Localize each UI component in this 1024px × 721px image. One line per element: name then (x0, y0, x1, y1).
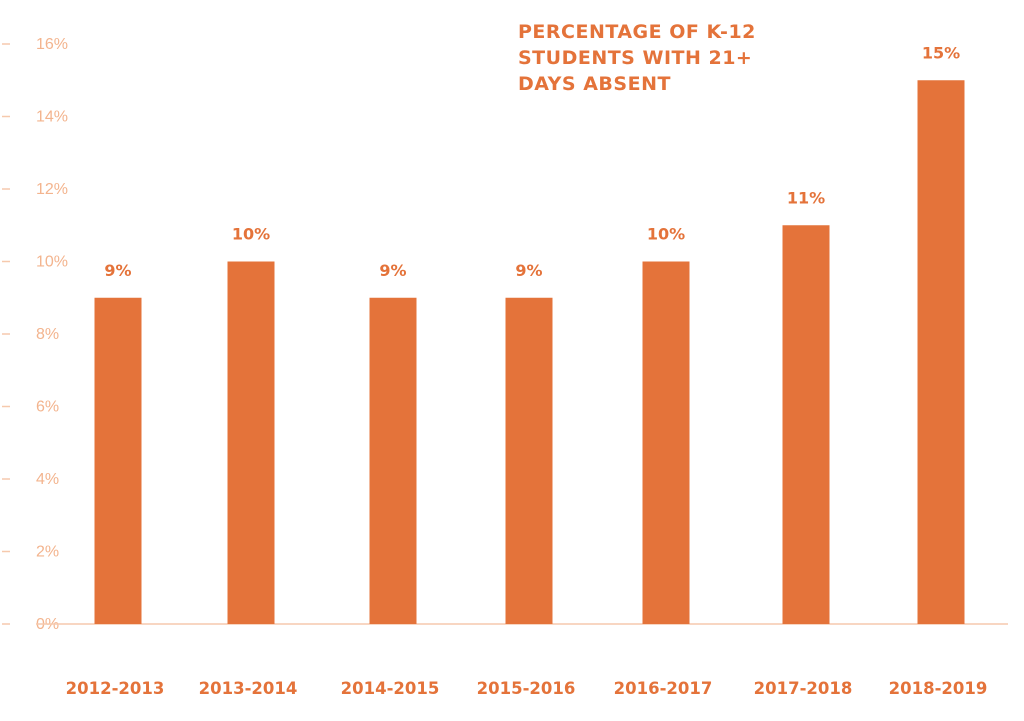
x-category-label: 2016-2017 (614, 679, 713, 698)
bar-2018-2019 (917, 80, 965, 624)
x-category-label: 2018-2019 (889, 679, 988, 698)
data-label: 11% (787, 188, 825, 207)
data-label: 10% (232, 225, 270, 244)
data-label: 9% (379, 261, 406, 280)
y-tick-label: 6% (36, 399, 59, 416)
y-tick-label: 4% (36, 471, 59, 488)
x-axis: 2012-2013 2013-2014 2014-2015 2015-2016 2016… (66, 679, 988, 698)
x-category-label: 2012-2013 (66, 679, 165, 698)
bar-2015-2016 (505, 297, 553, 624)
chart-title-line-1: PERCENTAGE OF K-12 (518, 21, 756, 43)
chart-title-line-3: DAYS ABSENT (518, 73, 671, 95)
chart-title-line-2: STUDENTS WITH 21+ (518, 47, 752, 69)
y-tick-label: 14% (36, 109, 68, 126)
bars (94, 80, 965, 624)
data-label: 15% (922, 43, 960, 62)
y-tick-label: 8% (36, 326, 59, 343)
y-axis: 0%2%4%6%8%10%12%14%16% (2, 36, 68, 633)
bar-2016-2017 (642, 261, 690, 624)
bar-2014-2015 (369, 297, 417, 624)
data-labels: 9% 10% 9% 9% 10% 11% 15% (104, 43, 960, 280)
x-category-label: 2013-2014 (199, 679, 298, 698)
data-label: 10% (647, 225, 685, 244)
y-tick-label: 12% (36, 181, 68, 198)
x-category-label: 2017-2018 (754, 679, 853, 698)
bar-2012-2013 (94, 297, 142, 624)
data-label: 9% (104, 261, 131, 280)
data-label: 9% (515, 261, 542, 280)
bar-2013-2014 (227, 261, 275, 624)
y-tick-label: 10% (36, 254, 68, 271)
chart-title: PERCENTAGE OF K-12 STUDENTS WITH 21+ DAY… (518, 21, 756, 95)
bar-2017-2018 (782, 225, 830, 624)
x-category-label: 2014-2015 (341, 679, 440, 698)
y-tick-label: 2% (36, 544, 59, 561)
y-tick-label: 16% (36, 36, 68, 53)
x-category-label: 2015-2016 (477, 679, 576, 698)
